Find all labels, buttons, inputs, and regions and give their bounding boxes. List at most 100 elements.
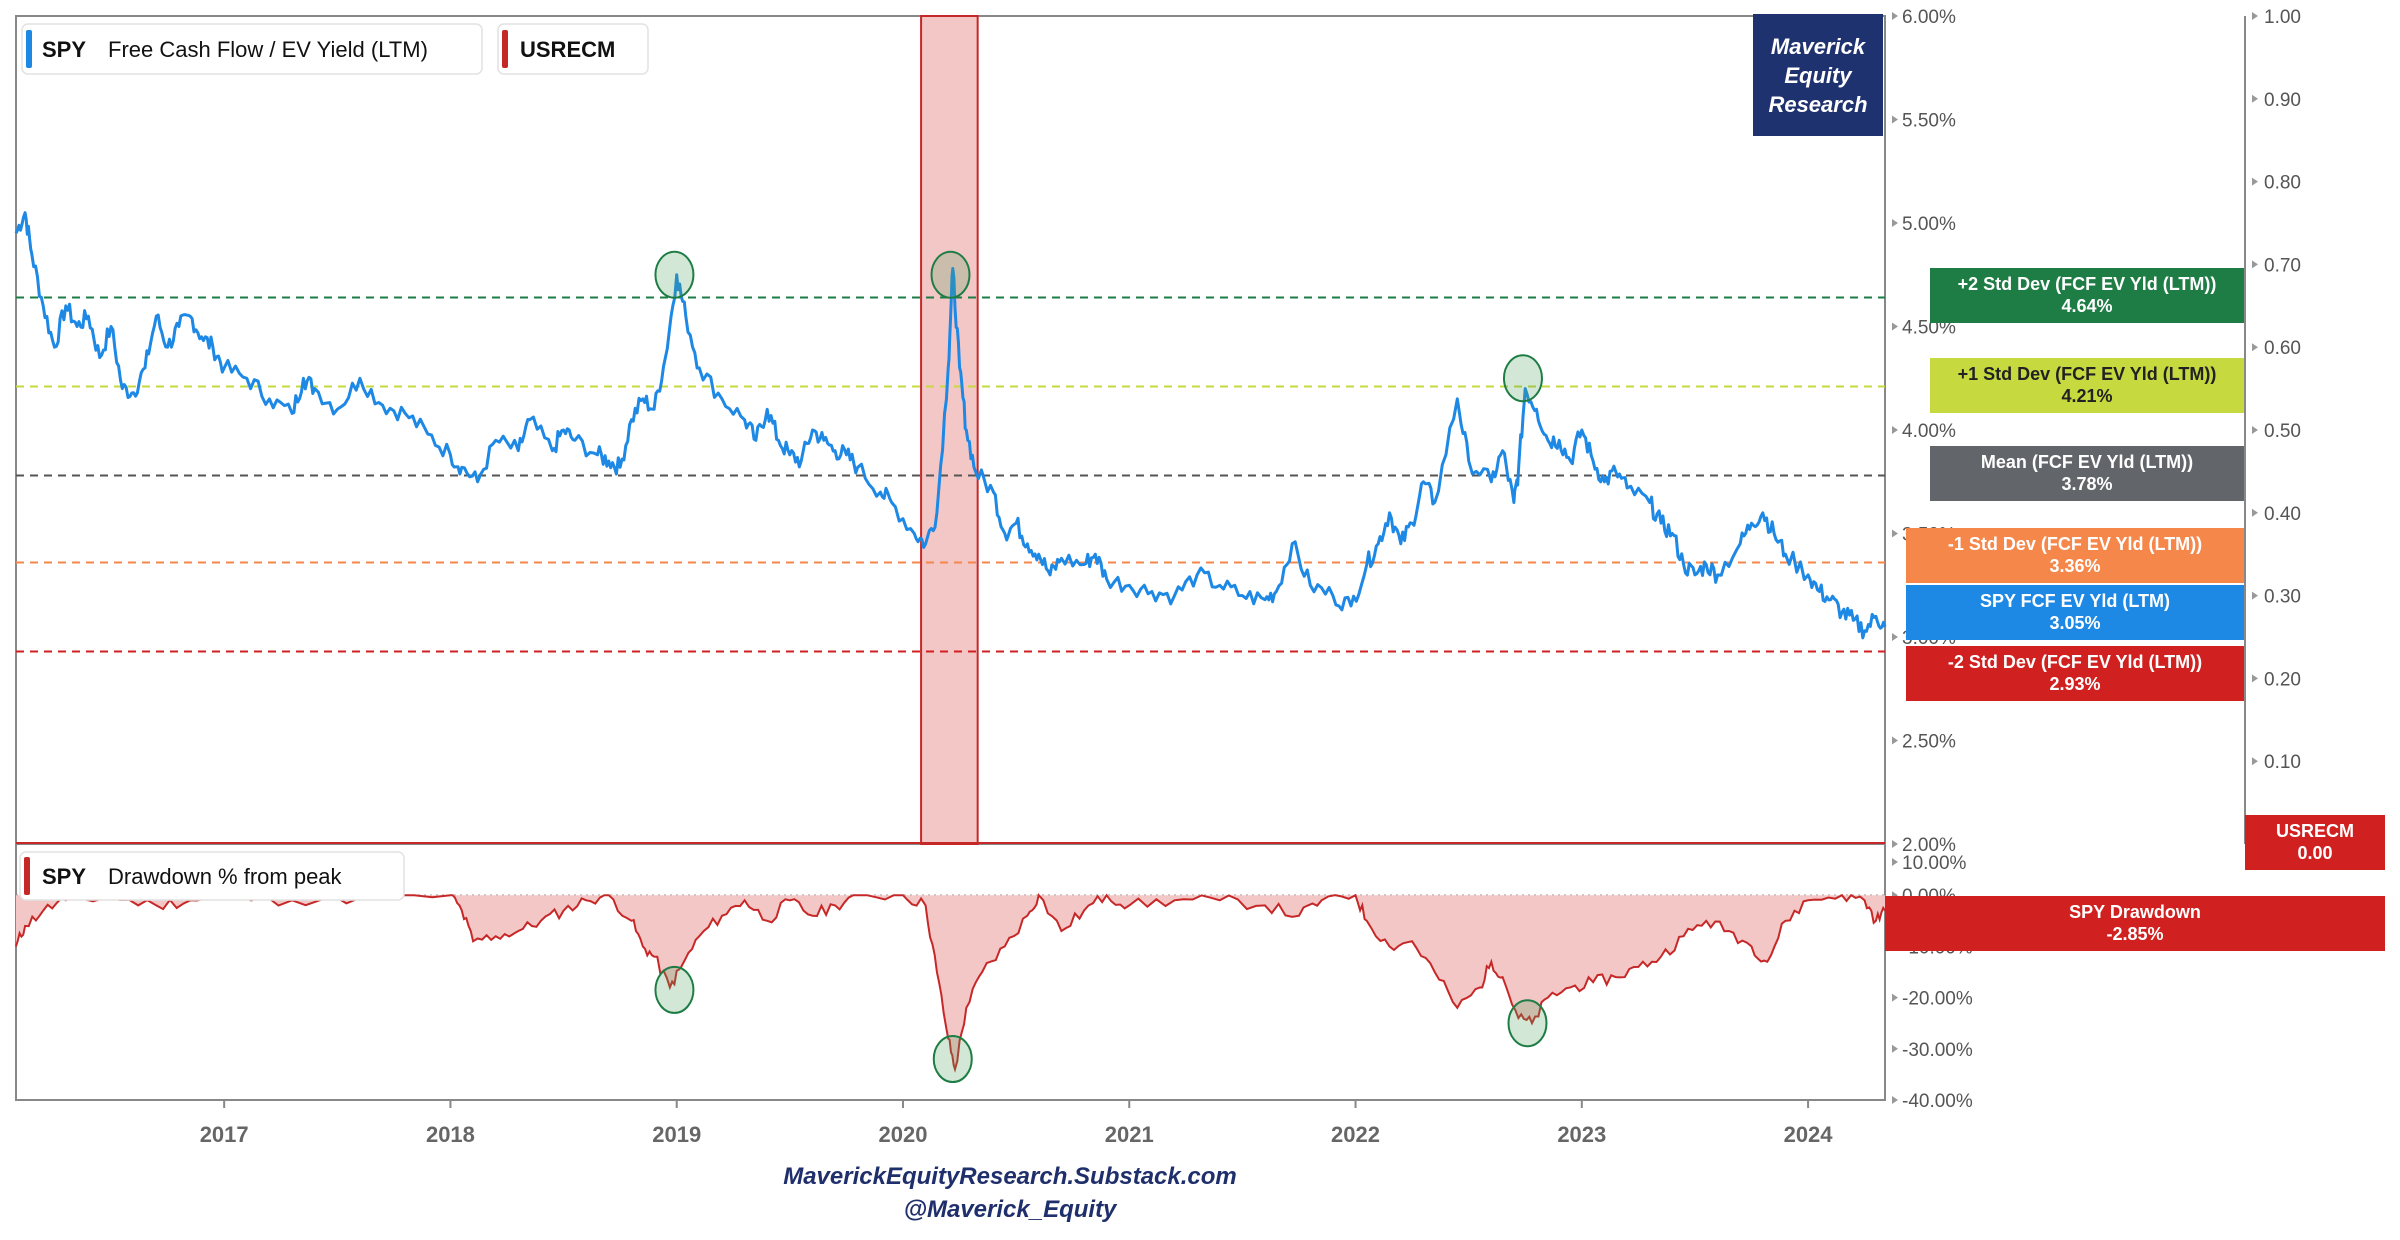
badge-plus1-title: +1 Std Dev (FCF EV Yld (LTM)) <box>1958 364 2217 384</box>
legend-main-symbol: SPY <box>42 37 86 62</box>
badge-mean-bg <box>1930 446 2244 501</box>
y2-tick-marker <box>2252 343 2258 352</box>
y2-tick-marker <box>2252 260 2258 269</box>
drawdown-highlight-circle-1 <box>654 965 695 1014</box>
badge-usrecm-bg <box>2245 815 2385 870</box>
legend-main-label: Free Cash Flow / EV Yield (LTM) <box>108 37 428 62</box>
x-tick-label: 2018 <box>426 1122 475 1147</box>
badge-dd-title: SPY Drawdown <box>2069 902 2201 922</box>
y2-tick-marker <box>2252 94 2258 103</box>
y-tick-label: 2.50% <box>1902 732 1956 753</box>
badge-mean: Mean (FCF EV Yld (LTM))3.78% <box>1930 446 2244 501</box>
drawdown-area-fill <box>16 895 1885 1070</box>
drawdown-tick-marker <box>1892 1096 1898 1104</box>
y-axis-labels-layer: 2.00%2.50%3.00%3.50%4.00%4.50%5.00%5.50%… <box>1892 7 1956 856</box>
y-tick-marker <box>1892 736 1898 745</box>
legend-recession-swatch <box>502 30 508 68</box>
y2-tick-label: 0.60 <box>2264 338 2301 359</box>
y2-tick-marker <box>2252 591 2258 600</box>
badge-dd: SPY Drawdown-2.85% <box>1885 896 2385 951</box>
y-tick-marker <box>1892 219 1898 227</box>
badge-minus2-title: -2 Std Dev (FCF EV Yld (LTM)) <box>1948 652 2202 672</box>
x-tick-label: 2022 <box>1331 1122 1380 1147</box>
badge-usrecm-title: USRECM <box>2276 821 2354 841</box>
badge-spy-value: 3.05% <box>2049 613 2100 633</box>
fcf-highlight-circle-3 <box>1502 354 1543 403</box>
drawdown-tick-label: -20.00% <box>1902 989 1973 1010</box>
y2-tick-marker <box>2252 426 2258 434</box>
recession-band-1 <box>920 15 979 845</box>
y-tick-marker <box>1892 840 1898 848</box>
badge-plus2-title: +2 Std Dev (FCF EV Yld (LTM)) <box>1958 274 2217 294</box>
footer-website: MaverickEquityResearch.Substack.com <box>783 1163 1237 1190</box>
y2-tick-label: 0.70 <box>2264 255 2301 276</box>
legend-drawdown-swatch <box>24 857 30 895</box>
legend-recession[interactable]: USRECM <box>497 23 649 75</box>
y2-tick-marker <box>2252 12 2258 20</box>
badge-spy: SPY FCF EV Yld (LTM)3.05% <box>1906 585 2244 640</box>
y-tick-label: 6.00% <box>1902 7 1956 28</box>
badge-minus2-bg <box>1906 646 2244 701</box>
legend-drawdown[interactable]: SPY Drawdown % from peak <box>19 851 405 901</box>
badge-plus2-bg <box>1930 268 2244 323</box>
drawdown-tick-label: -40.00% <box>1902 1091 1973 1112</box>
badge-mean-value: 3.78% <box>2061 474 2112 494</box>
legend-recession-symbol: USRECM <box>520 37 615 62</box>
y-tick-label: 5.50% <box>1902 111 1956 132</box>
y2-tick-marker <box>2252 757 2258 766</box>
y2-tick-label: 0.50 <box>2264 421 2301 442</box>
y-tick-label: 2.00% <box>1902 835 1956 856</box>
y-tick-label: 4.00% <box>1902 421 1956 442</box>
x-axis-labels-layer: 2017 2018 2019 2020 2021 2022 2023 2024 <box>200 1100 1834 1147</box>
highlight-circle-layer <box>654 250 1548 1084</box>
badge-dd-value: -2.85% <box>2106 924 2163 944</box>
brand-logo: Maverick Equity Research <box>1753 14 1883 136</box>
y2-tick-label: 0.10 <box>2264 752 2301 773</box>
badge-minus1-value: 3.36% <box>2049 556 2100 576</box>
y2-tick-label: 0.40 <box>2264 504 2301 525</box>
y2-tick-label: 0.30 <box>2264 587 2301 608</box>
legend-main[interactable]: SPY Free Cash Flow / EV Yield (LTM) <box>21 23 483 75</box>
x-tick-label: 2021 <box>1105 1122 1154 1147</box>
y-tick-marker <box>1892 12 1898 20</box>
brand-line-2: Equity <box>1784 63 1853 88</box>
value-badge-layer: +2 Std Dev (FCF EV Yld (LTM))4.64% +1 Std… <box>1885 268 2385 951</box>
badge-plus1: +1 Std Dev (FCF EV Yld (LTM))4.21% <box>1930 358 2244 413</box>
footer-handle: @Maverick_Equity <box>904 1196 1118 1223</box>
badge-dd-bg <box>1885 896 2385 951</box>
drawdown-tick-marker <box>1892 993 1898 1002</box>
drawdown-axis-labels-layer: 10.00%0.00%-10.00%-20.00%-30.00%-40.00% <box>1892 853 1973 1112</box>
secondary-y-axis-labels-layer: 0.10 0.20 0.30 0.40 0.50 0.60 0.70 0.80 0.90 1.00 <box>2252 7 2301 773</box>
badge-plus2: +2 Std Dev (FCF EV Yld (LTM))4.64% <box>1930 268 2244 323</box>
x-tick-label: 2020 <box>879 1122 928 1147</box>
drawdown-area-layer <box>15 893 1886 1073</box>
fcf-highlight-circle-1 <box>654 250 695 299</box>
y-tick-marker <box>1892 322 1898 331</box>
y-tick-marker <box>1892 115 1898 124</box>
fcf-yield-series-line <box>14 211 1887 640</box>
reference-line-layer <box>16 296 1885 653</box>
badge-plus1-value: 4.21% <box>2061 386 2112 406</box>
badge-spy-title: SPY FCF EV Yld (LTM) <box>1980 591 2170 611</box>
x-tick-label: 2017 <box>200 1122 249 1147</box>
brand-line-1: Maverick <box>1771 34 1867 59</box>
y-tick-marker <box>1892 426 1898 434</box>
y-tick-marker <box>1892 529 1898 538</box>
badge-mean-title: Mean (FCF EV Yld (LTM)) <box>1981 452 2193 472</box>
drawdown-tick-label: -30.00% <box>1902 1040 1973 1061</box>
badge-minus1: -1 Std Dev (FCF EV Yld (LTM))3.36% <box>1906 528 2244 583</box>
y2-tick-label: 0.80 <box>2264 173 2301 194</box>
recession-band-layer <box>16 15 1885 845</box>
drawdown-series-line <box>15 893 1886 1073</box>
y2-tick-marker <box>2252 508 2258 517</box>
badge-usrecm-value: 0.00 <box>2297 843 2332 863</box>
drawdown-tick-marker <box>1892 858 1898 866</box>
legend-drawdown-label: Drawdown % from peak <box>108 864 343 889</box>
badge-plus2-value: 4.64% <box>2061 296 2112 316</box>
badge-minus1-title: -1 Std Dev (FCF EV Yld (LTM)) <box>1948 534 2202 554</box>
brand-line-3: Research <box>1768 92 1867 117</box>
x-tick-label: 2024 <box>1784 1122 1834 1147</box>
badge-minus1-bg <box>1906 528 2244 583</box>
y2-tick-label: 1.00 <box>2264 7 2301 28</box>
